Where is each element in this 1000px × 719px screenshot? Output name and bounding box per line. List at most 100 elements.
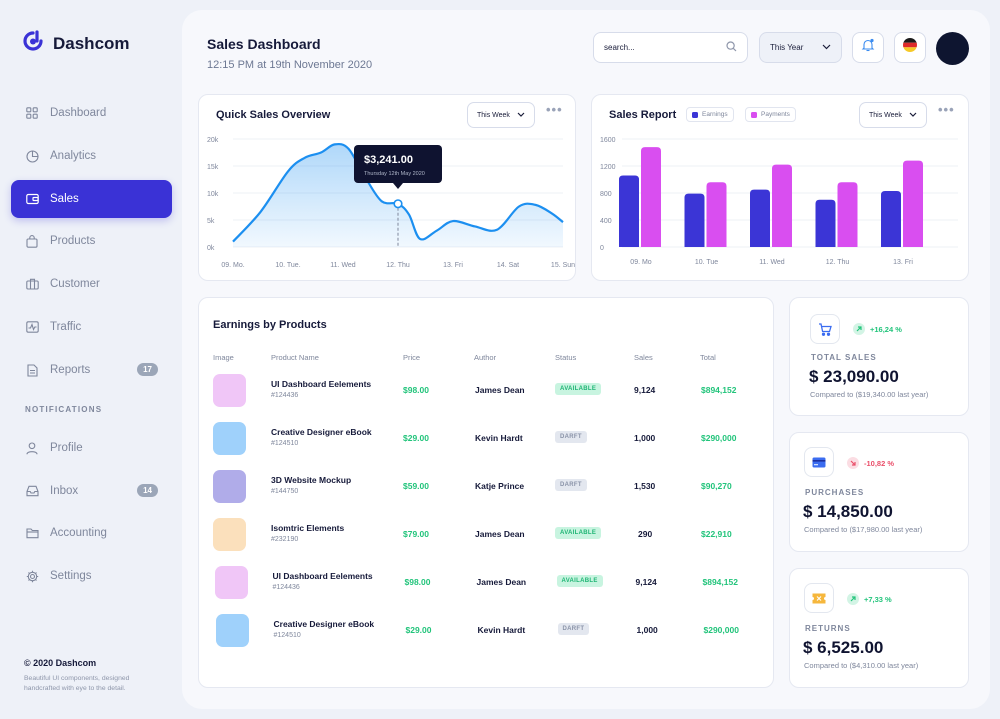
bar-earnings [684, 193, 705, 247]
status-badge: DARFT [555, 431, 587, 443]
product-price: $59.00 [403, 481, 429, 491]
sidebar-item-inbox[interactable]: Inbox 14 [11, 472, 172, 510]
product-thumbnail [214, 566, 248, 599]
sidebar: Dashcom Dashboard Analytics Sales Produc… [0, 0, 182, 719]
sidebar-item-label: Inbox [50, 485, 79, 497]
table-row[interactable]: Isomtric Elements #232190 $79.00 James Dean… [199, 516, 774, 564]
arrow-up-right-icon [847, 593, 859, 605]
product-name: Creative Designer eBook [273, 619, 375, 629]
column-header-price: Price [403, 353, 421, 362]
overview-more-icon[interactable]: ••• [546, 102, 563, 117]
sidebar-item-label: Profile [50, 442, 83, 454]
overview-title: Quick Sales Overview [216, 109, 331, 121]
legend-payments-label: Payments [761, 111, 790, 118]
report-period-value: This Week [869, 111, 902, 119]
table-row[interactable]: UI Dashboard Eelements #124436 $98.00 James… [199, 372, 774, 420]
language-button[interactable] [894, 32, 926, 63]
returns-label: RETURNS [805, 624, 851, 633]
y-tick-label: 800 [600, 191, 612, 198]
product-id: #124510 [271, 440, 299, 447]
product-name: Isomtric Elements [271, 523, 345, 533]
report-more-icon[interactable]: ••• [938, 102, 955, 117]
product-total: $894,152 [702, 577, 738, 587]
copyright: © 2020 Dashcom [24, 658, 97, 668]
returns-trend: +7,33 % [847, 593, 892, 605]
sidebar-item-accounting[interactable]: Accounting [11, 514, 172, 552]
column-header-product-name: Product Name [271, 353, 319, 362]
area-fill [233, 144, 563, 247]
x-tick-label: 13. Fri [443, 262, 463, 269]
purchases-label: PURCHASES [805, 488, 865, 497]
product-thumbnail [213, 470, 246, 503]
bar-payments [772, 164, 792, 247]
sidebar-item-sales[interactable]: Sales [11, 180, 172, 218]
product-sales: 290 [638, 529, 653, 539]
arrow-up-right-icon [853, 323, 865, 335]
sidebar-item-settings[interactable]: Settings [11, 557, 172, 595]
purchases-trend-value: -10,82 % [864, 458, 895, 468]
product-sales: 9,124 [634, 385, 656, 395]
product-total: $90,270 [701, 481, 732, 491]
report-period-dropdown[interactable]: This Week [859, 102, 927, 128]
bar-earnings [619, 175, 639, 247]
brand[interactable]: Dashcom [22, 30, 130, 57]
x-tick-label: 09. Mo. [221, 262, 244, 269]
gear-icon [25, 569, 39, 583]
sidebar-item-profile[interactable]: Profile [11, 429, 172, 467]
search-input[interactable] [604, 43, 714, 52]
legend-payments-swatch [751, 111, 757, 118]
wallet-icon [25, 192, 39, 206]
purchases-trend: -10,82 % [847, 457, 894, 469]
product-author: James Dean [475, 385, 525, 395]
series-line [232, 142, 564, 243]
notifications-button[interactable] [852, 32, 884, 63]
sidebar-item-reports[interactable]: Reports 17 [11, 351, 172, 389]
credit-card-icon [804, 447, 834, 477]
avatar[interactable] [936, 32, 969, 65]
sidebar-item-analytics[interactable]: Analytics [11, 137, 172, 175]
product-thumbnail [215, 614, 249, 647]
product-sales: 1,000 [636, 625, 658, 635]
status-badge: AVAILABLE [555, 383, 602, 395]
x-tick-label: 15. Sun [551, 262, 575, 269]
sidebar-item-products[interactable]: Products [11, 222, 172, 260]
y-tick-label: 10k [207, 191, 219, 198]
table-row[interactable]: UI Dashboard Eelements #124436 $98.00 James… [199, 564, 774, 612]
product-author: James Dean [475, 529, 525, 539]
notifications-section-label: NOTIFICATIONS [25, 405, 103, 414]
status-badge: DARFT [557, 623, 590, 635]
product-name: Creative Designer eBook [271, 427, 372, 437]
product-id: #124436 [272, 584, 300, 591]
total-sales-trend: +16,24 % [853, 323, 902, 335]
bar-earnings [881, 190, 901, 247]
product-sales: 1,000 [634, 433, 656, 443]
total-sales-trend-value: +16,24 % [870, 324, 902, 334]
tooltip-box [354, 145, 442, 183]
period-dropdown[interactable]: This Year [759, 32, 842, 63]
table-row[interactable]: Creative Designer eBook #124510 $29.00 Kevi… [199, 612, 774, 660]
product-name: 3D Website Mockup [271, 475, 352, 485]
search-box[interactable] [593, 32, 748, 63]
purchases-compare: Compared to ($17,980.00 last year) [804, 525, 923, 534]
x-tick-label: 11. Wed [330, 262, 356, 269]
y-tick-label: 5k [207, 218, 215, 225]
page-title: Sales Dashboard [207, 36, 321, 52]
sidebar-item-customer[interactable]: Customer [11, 265, 172, 303]
sidebar-item-dashboard[interactable]: Dashboard [11, 94, 172, 132]
report-title: Sales Report [609, 109, 677, 121]
search-icon[interactable] [726, 39, 737, 57]
product-total: $290,000 [701, 433, 737, 443]
total-sales-label: TOTAL SALES [811, 353, 877, 362]
x-tick-label: 12. Thu [386, 262, 410, 269]
product-price: $79.00 [403, 529, 429, 539]
product-name: UI Dashboard Eelements [272, 571, 373, 581]
column-header-sales: Sales [634, 353, 653, 362]
sidebar-item-traffic[interactable]: Traffic [11, 308, 172, 346]
returns-card: +7,33 % RETURNS $ 6,525.00 Compared to (… [789, 568, 969, 688]
overview-period-dropdown[interactable]: This Week [467, 102, 535, 128]
sales-report-card: Sales Report Earnings Payments This Week… [591, 94, 969, 281]
table-row[interactable]: 3D Website Mockup #144750 $59.00 Katje Prin… [199, 468, 774, 516]
tooltip-date: Thursday 12th May 2020 [364, 171, 425, 177]
table-row[interactable]: Creative Designer eBook #124510 $29.00 Kevi… [199, 420, 774, 468]
y-tick-label: 1200 [600, 164, 616, 171]
